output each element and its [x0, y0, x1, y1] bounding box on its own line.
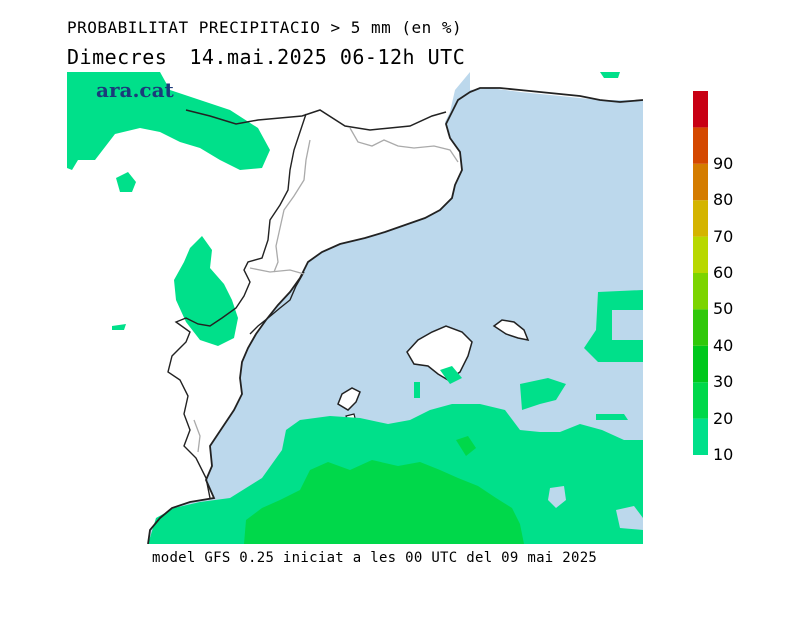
legend-swatch: [693, 345, 708, 383]
legend-swatch: [693, 163, 708, 201]
map-subtitle: Dimecres 14.mai.2025 06-12h UTC: [67, 45, 487, 69]
legend-swatch: [693, 273, 708, 310]
land-mainland: [67, 72, 470, 544]
legend-label: 80: [713, 190, 734, 210]
legend-label: 60: [713, 263, 734, 282]
border-france-spain: [185, 109, 447, 131]
legend-swatch: [693, 382, 708, 419]
legend-color-bar: [693, 91, 708, 455]
border-valencia: [249, 271, 305, 335]
legend-label: 90: [713, 153, 734, 173]
forecast-day: Dimecres: [67, 45, 168, 69]
border-catalonia-aragon: [167, 113, 307, 499]
legend-label: 50: [713, 299, 734, 319]
model-run-caption: model GFS 0.25 iniciat a les 00 UTC del …: [152, 550, 598, 566]
island-menorca: [492, 319, 530, 342]
island-ibiza: [337, 387, 361, 411]
provincial-borders: [193, 127, 459, 453]
forecast-period: 14.mai.2025 06-12h UTC: [189, 45, 466, 69]
coastline: [147, 87, 643, 544]
legend-swatch: [693, 200, 708, 237]
legend-label: 30: [713, 372, 734, 392]
legend-swatch: [693, 91, 708, 128]
legend-swatch: [693, 418, 708, 455]
legend-label: 40: [713, 335, 734, 355]
legend-swatch: [693, 309, 708, 346]
legend-swatch: [693, 236, 708, 273]
island-mallorca: [406, 325, 473, 381]
legend-swatch: [693, 127, 708, 164]
map-title: PROBABILITAT PRECIPITACIO > 5 mm (en %): [67, 18, 463, 37]
ara-cat-logo: ara.cat: [96, 78, 174, 102]
probability-20-30-areas: [244, 436, 524, 544]
legend-label: 70: [713, 226, 734, 246]
land-france: [470, 72, 643, 100]
legend-label: 10: [713, 445, 734, 464]
legend-label: 20: [713, 408, 734, 428]
